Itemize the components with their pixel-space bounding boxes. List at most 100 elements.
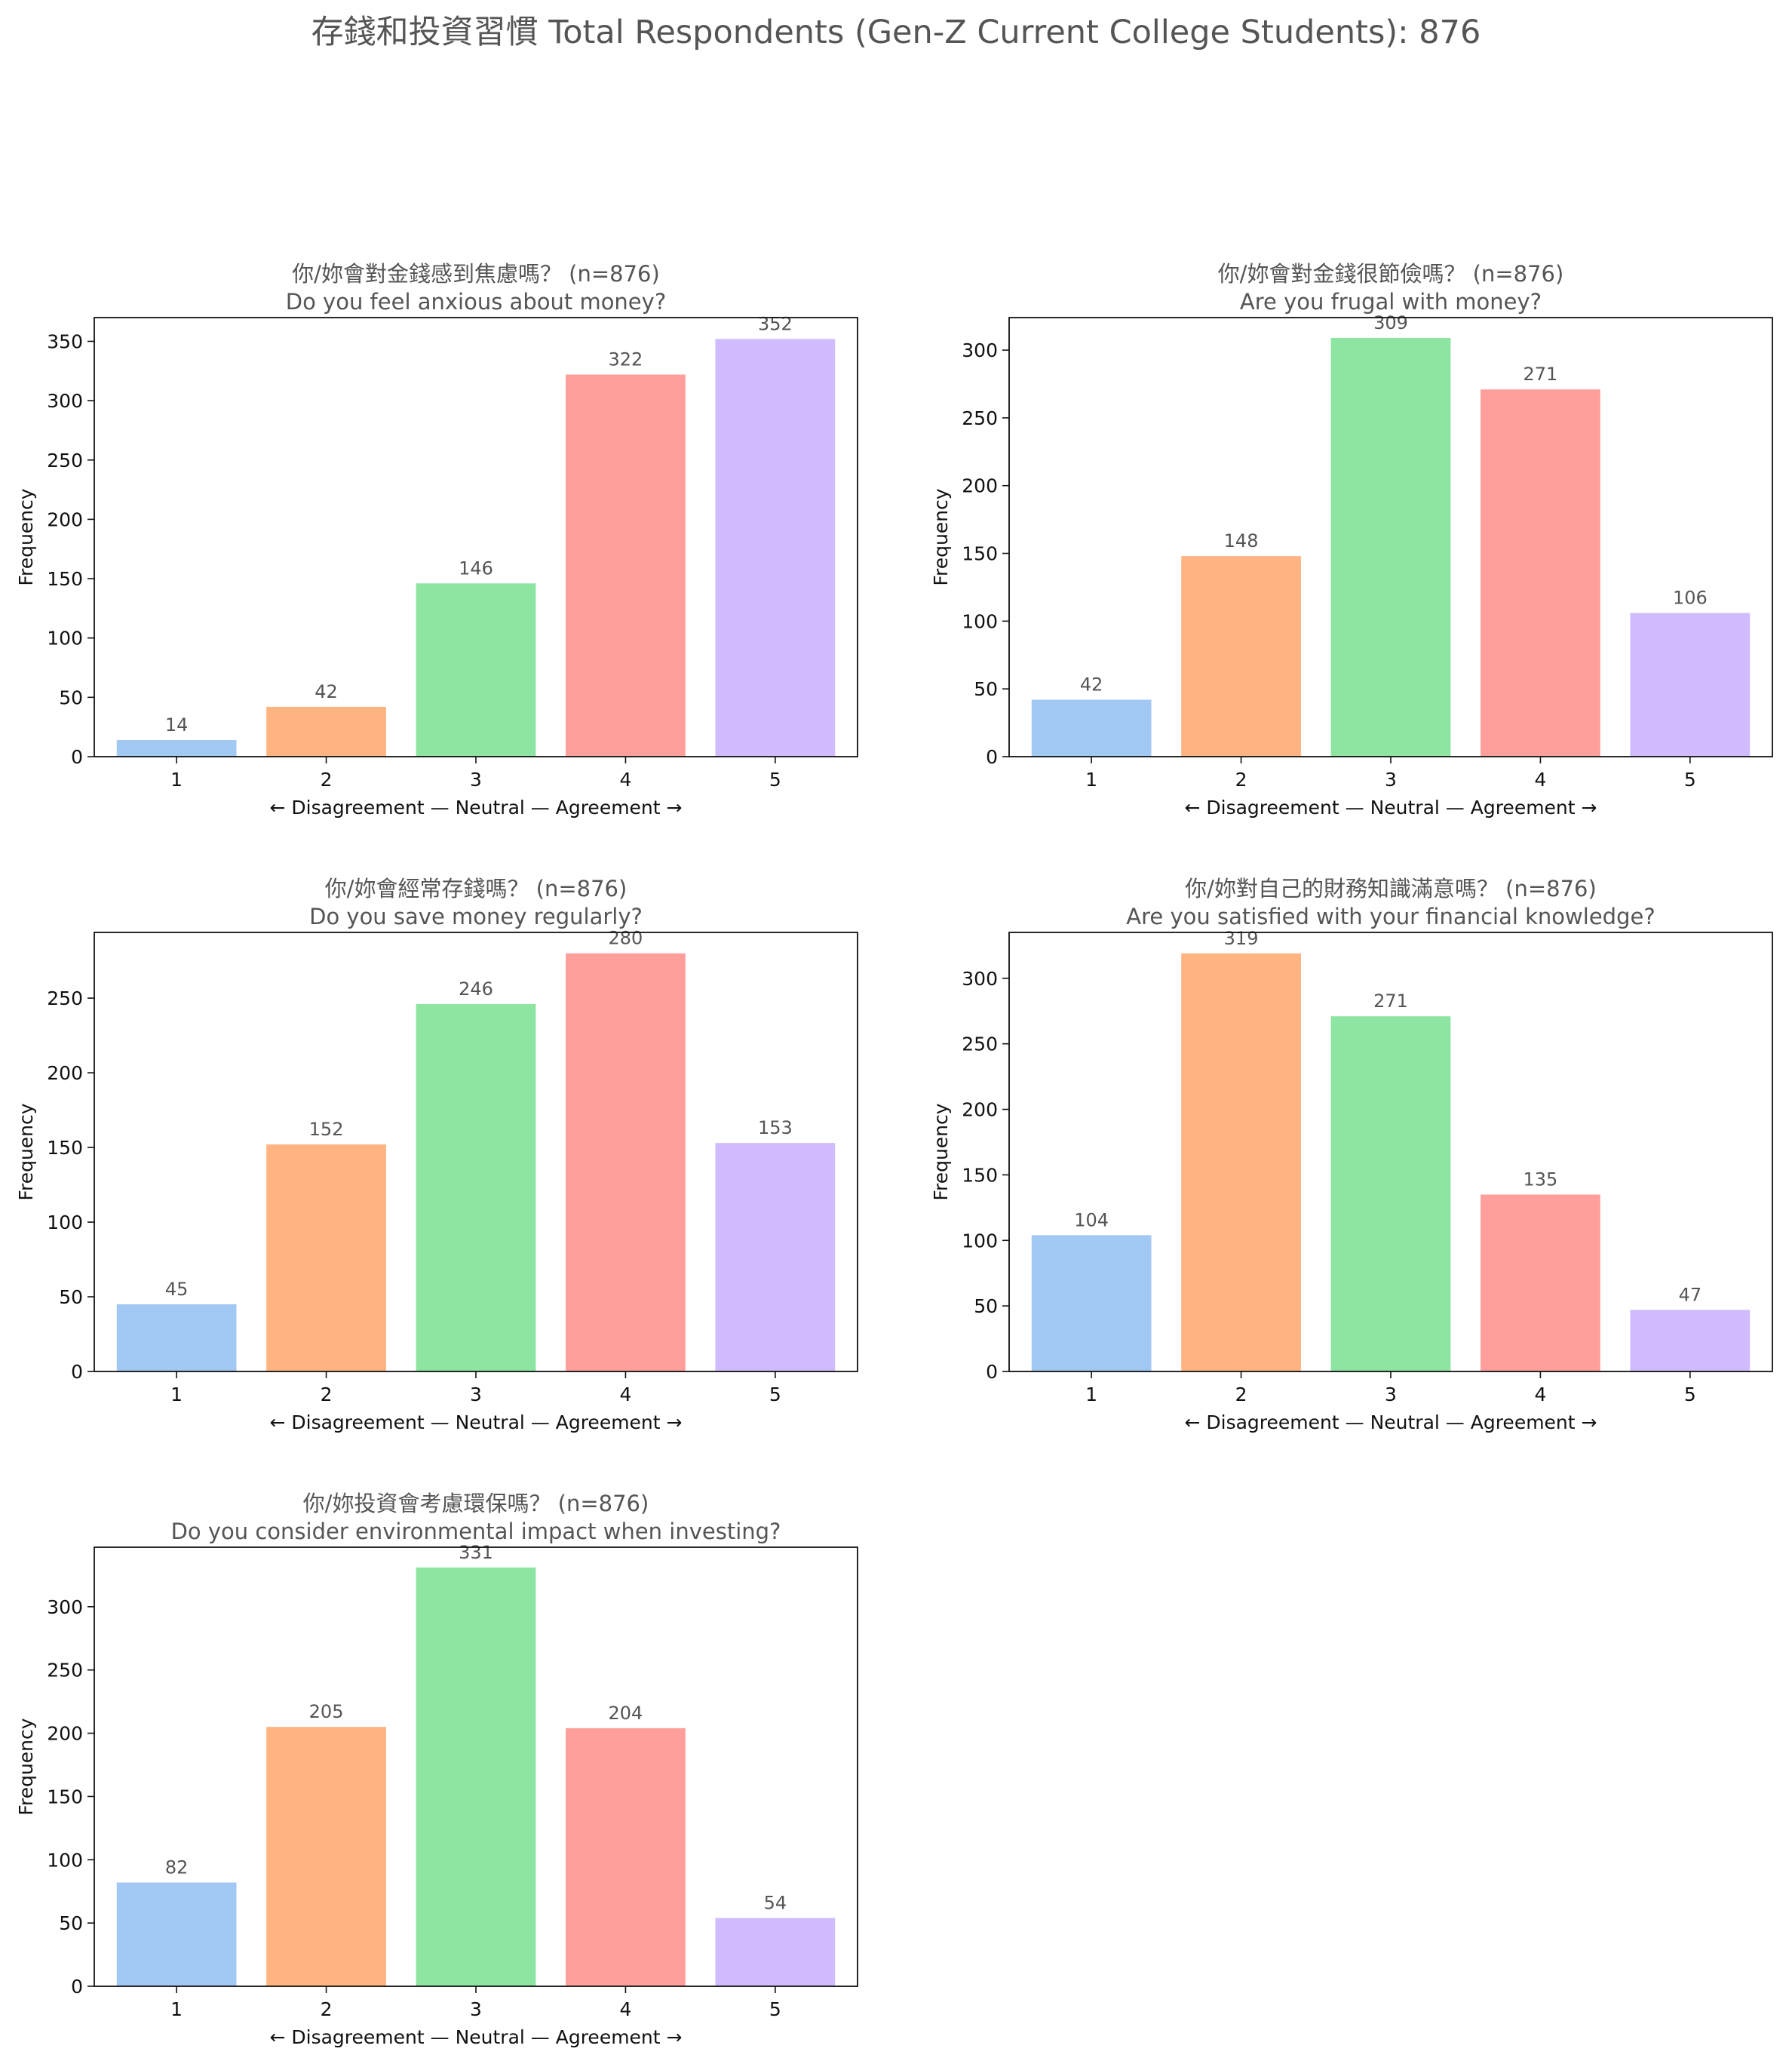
chart-subtitle: Do you consider environmental impact whe… [171, 1519, 781, 1544]
x-tick-label: 4 [1534, 1384, 1546, 1405]
x-tick-label: 3 [470, 1384, 482, 1405]
y-tick-label: 100 [47, 1212, 83, 1233]
y-tick-label: 50 [59, 1286, 83, 1308]
chart-subtitle: Are you frugal with money? [1240, 289, 1542, 315]
bar [1630, 613, 1751, 757]
y-tick-label: 200 [47, 508, 83, 530]
bar [715, 1143, 836, 1371]
data-label: 47 [1679, 1284, 1702, 1305]
y-tick-label: 300 [47, 1596, 83, 1618]
y-tick-label: 150 [962, 1164, 998, 1186]
y-tick-label: 0 [71, 746, 83, 768]
x-axis-label: ← Disagreement — Neutral — Agreement → [1185, 1411, 1597, 1433]
x-tick-label: 1 [1085, 1384, 1097, 1405]
x-tick-label: 4 [619, 769, 631, 791]
data-label: 246 [459, 978, 493, 1000]
data-label: 42 [315, 681, 338, 702]
data-label: 104 [1074, 1209, 1109, 1230]
chart-5: 你/妳投資會考慮環保嗎？ (n=876) Do you consider envi… [15, 1491, 858, 2048]
x-tick-label: 4 [619, 1384, 631, 1405]
data-label: 271 [1373, 991, 1408, 1012]
bar [566, 1728, 686, 1986]
x-axis-label: ← Disagreement — Neutral — Agreement → [1185, 797, 1597, 819]
y-tick-label: 300 [47, 390, 83, 412]
y-tick-label: 150 [962, 543, 998, 565]
y-tick-label: 150 [47, 1786, 83, 1807]
chart-title: 你/妳會對金錢感到焦慮嗎？ (n=876) [292, 261, 660, 287]
y-tick-label: 300 [962, 339, 998, 361]
bar [1481, 1194, 1600, 1371]
data-label: 14 [165, 714, 189, 736]
bar [1330, 1016, 1451, 1371]
x-tick-label: 4 [619, 1998, 631, 2020]
bar [1031, 1235, 1152, 1371]
data-label: 153 [758, 1117, 793, 1138]
y-tick-label: 250 [962, 407, 998, 429]
y-tick-label: 0 [71, 1976, 83, 1998]
x-tick-label: 3 [1385, 1384, 1397, 1405]
x-tick-label: 5 [1684, 769, 1696, 791]
x-tick-label: 3 [1385, 769, 1397, 791]
chart-title: 你/妳會對金錢很節儉嗎？ (n=876) [1218, 261, 1564, 287]
x-tick-label: 3 [470, 769, 482, 791]
bar [1031, 699, 1152, 757]
x-tick-label: 1 [1085, 769, 1097, 791]
bar [1181, 556, 1301, 757]
y-axis-label: Frequency [15, 1103, 37, 1200]
chart-2: 你/妳會對金錢很節儉嗎？ (n=876)Are you frugal with … [930, 261, 1773, 819]
chart-subtitle: Are you satisfied with your financial kn… [1126, 904, 1655, 929]
x-axis-label: ← Disagreement — Neutral — Agreement → [270, 1411, 683, 1433]
x-tick-label: 1 [170, 1384, 183, 1405]
x-tick-label: 5 [1684, 1384, 1696, 1405]
bar [715, 339, 836, 757]
chart-3: 你/妳會經常存錢嗎？ (n=876) Do you save money regu… [15, 876, 858, 1433]
chart-title: 你/妳投資會考慮環保嗎？ (n=876) [303, 1491, 649, 1516]
x-tick-label: 5 [769, 769, 781, 791]
y-tick-label: 100 [962, 610, 998, 632]
bar [566, 374, 686, 757]
chart-subtitle: Do you save money regularly? [309, 904, 643, 929]
y-tick-label: 150 [47, 568, 83, 590]
bar [715, 1918, 836, 1986]
x-tick-label: 1 [170, 769, 183, 791]
chart-1: 你/妳會對金錢感到焦慮嗎？ (n=876)Do you feel anxious… [15, 261, 858, 819]
y-tick-label: 250 [47, 450, 83, 471]
bar [416, 1567, 536, 1986]
data-label: 280 [609, 928, 643, 949]
y-tick-label: 50 [59, 1912, 83, 1934]
data-label: 331 [459, 1542, 493, 1563]
bar [566, 953, 686, 1371]
data-label: 106 [1673, 588, 1708, 609]
data-label: 146 [459, 557, 493, 579]
y-axis-label: Frequency [930, 1103, 952, 1200]
data-label: 45 [165, 1279, 189, 1300]
bar [116, 739, 237, 757]
bar [416, 1004, 536, 1371]
data-label: 352 [758, 313, 793, 334]
y-tick-label: 100 [47, 1849, 83, 1871]
data-label: 42 [1080, 674, 1103, 696]
y-tick-label: 200 [962, 475, 998, 497]
y-tick-label: 300 [962, 968, 998, 990]
y-axis-label: Frequency [15, 488, 37, 585]
page-title: 存錢和投資習慣 Total Respondents (Gen-Z Current… [311, 14, 1481, 51]
data-label: 54 [764, 1892, 787, 1913]
plot-frame [1008, 317, 1773, 757]
x-axis-label: ← Disagreement — Neutral — Agreement → [270, 797, 683, 819]
bar [1630, 1310, 1751, 1371]
chart-subtitle: Do you feel anxious about money? [286, 289, 666, 315]
y-tick-label: 100 [962, 1230, 998, 1252]
x-tick-label: 4 [1534, 769, 1546, 791]
y-tick-label: 150 [47, 1137, 83, 1159]
y-tick-label: 250 [47, 987, 83, 1009]
plot-frame [94, 932, 858, 1372]
bar [1330, 337, 1451, 757]
x-tick-label: 1 [170, 1998, 183, 2020]
y-tick-label: 250 [962, 1034, 998, 1055]
y-tick-label: 50 [974, 1295, 998, 1317]
y-tick-label: 50 [974, 678, 998, 700]
bar [266, 1727, 386, 1986]
y-tick-label: 50 [59, 686, 83, 708]
y-tick-label: 0 [986, 746, 998, 768]
x-tick-label: 5 [769, 1998, 781, 2020]
